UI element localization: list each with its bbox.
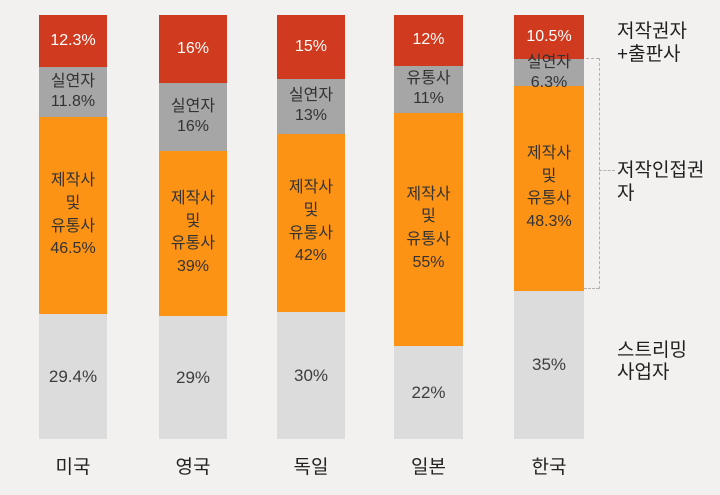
segment-label: 유통사 11% (406, 70, 451, 108)
segment-label: 30% (293, 365, 329, 385)
segment-label: 15% (294, 37, 328, 55)
annotation-copyright-publisher: 저작권자 +출판사 (617, 21, 687, 65)
bar-일본: 12% 유통사 11% 제작사 및 유통사 55% 22% (394, 15, 463, 439)
segment-performer-일본: 유통사 11% (394, 65, 463, 113)
segment-producer-일본: 제작사 및 유통사 55% (394, 112, 463, 346)
segment-copyright-일본: 12% (394, 15, 463, 66)
segment-label: 35% (531, 355, 567, 375)
segment-label: 실연자 16% (170, 97, 216, 135)
segment-label: 29.4% (48, 367, 98, 387)
annotation-streaming-operator: 스트리밍 사업자 (617, 340, 687, 383)
segment-label: 제작사 및 유통사 55% (406, 185, 451, 271)
bracket-top-tick (586, 58, 599, 59)
segment-copyright-한국: 10.5% (514, 15, 584, 60)
segment-streaming-한국: 35% (514, 290, 584, 439)
segment-label: 제작사 및 유통사 46.5% (50, 172, 96, 258)
segment-label: 22% (411, 382, 446, 402)
segment-label: 29% (175, 367, 211, 387)
category-label-일본: 일본 (411, 457, 446, 478)
segment-streaming-미국: 29.4% (39, 314, 107, 439)
segment-performer-영국: 실연자 16% (159, 82, 227, 151)
segment-producer-한국: 제작사 및 유통사 48.3% (514, 86, 584, 291)
segment-label: 제작사 및 유통사 48.3% (526, 144, 572, 231)
segment-copyright-독일: 15% (277, 15, 345, 79)
segment-producer-미국: 제작사 및 유통사 46.5% (39, 117, 107, 315)
bar-영국: 16% 실연자 16% 제작사 및 유통사 39% 29% (159, 15, 227, 439)
category-label-영국: 영국 (175, 457, 211, 478)
segment-performer-미국: 실연자 11.8% (39, 67, 107, 118)
segment-label: 실연자 13% (288, 87, 334, 125)
bracket-label-tick (599, 170, 615, 171)
bar-미국: 12.3% 실연자 11.8% 제작사 및 유통사 46.5% 29.4% (39, 15, 107, 439)
segment-label: 실연자 6.3% (526, 53, 572, 91)
category-label-한국: 한국 (531, 457, 567, 478)
segment-label: 제작사 및 유통사 42% (288, 179, 334, 265)
segment-label: 12.3% (50, 32, 96, 50)
segment-copyright-영국: 16% (159, 15, 227, 83)
segment-label: 10.5% (526, 28, 572, 46)
segment-label: 실연자 11.8% (50, 73, 96, 111)
segment-label: 16% (176, 39, 210, 57)
bracket-vertical-line (599, 58, 600, 289)
segment-copyright-미국: 12.3% (39, 15, 107, 68)
segment-producer-독일: 제작사 및 유통사 42% (277, 133, 345, 312)
segment-streaming-독일: 30% (277, 311, 345, 439)
category-label-미국: 미국 (55, 457, 91, 478)
segment-performer-한국: 실연자 6.3% (514, 54, 584, 91)
bar-한국: 10.5% 실연자 6.3% 제작사 및 유통사 48.3% 35% (514, 15, 584, 439)
bracket-bottom-tick (584, 288, 599, 289)
segment-performer-독일: 실연자 13% (277, 78, 345, 134)
category-label-독일: 독일 (293, 457, 329, 478)
annotation-neighboring-rights: 저작인접권자 (617, 160, 705, 204)
segment-label: 제작사 및 유통사 39% (170, 189, 216, 276)
segment-streaming-영국: 29% (159, 316, 227, 439)
bar-독일: 15% 실연자 13% 제작사 및 유통사 42% 30% (277, 15, 345, 439)
segment-producer-영국: 제작사 및 유통사 39% (159, 150, 227, 317)
segment-streaming-일본: 22% (394, 345, 463, 439)
segment-label: 12% (412, 31, 445, 49)
